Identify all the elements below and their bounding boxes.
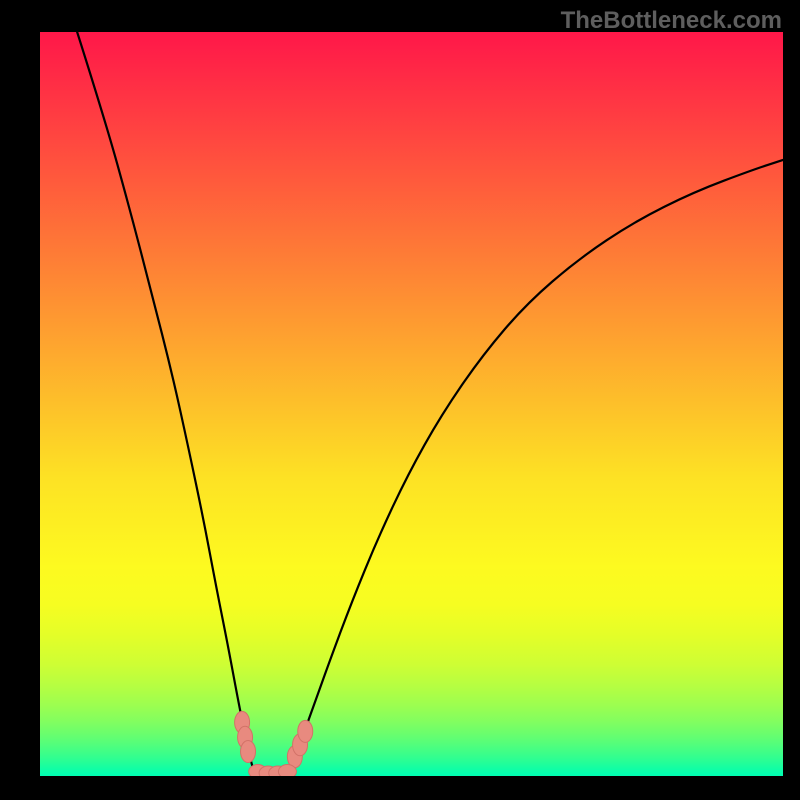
stage: TheBottleneck.com xyxy=(0,0,800,800)
marker-point xyxy=(241,740,256,762)
chart-svg: TheBottleneck.com xyxy=(0,0,800,800)
plot-area xyxy=(40,32,783,780)
watermark-text: TheBottleneck.com xyxy=(561,7,782,34)
marker-point xyxy=(298,720,313,742)
gradient-background xyxy=(40,32,783,776)
